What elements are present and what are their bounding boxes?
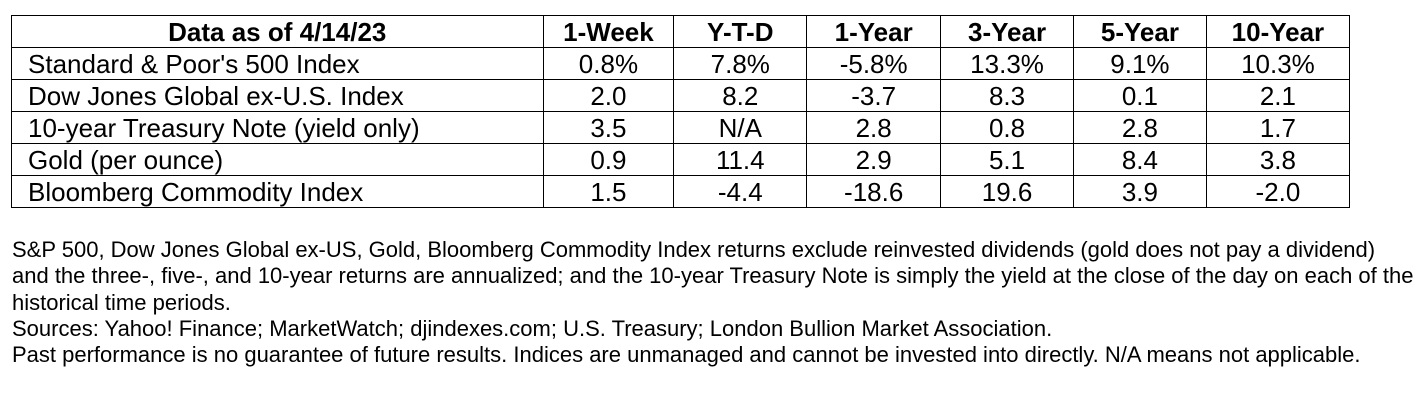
cell-5-year: 3.9 [1072, 175, 1207, 208]
header-1-week: 1-Week [542, 15, 675, 48]
cell-ytd: 8.2 [673, 79, 808, 112]
header-3-year: 3-Year [940, 15, 1074, 48]
cell-5-year: 0.1 [1072, 79, 1207, 112]
cell-3-year: 13.3% [940, 47, 1074, 80]
cell-10-year: 1.7 [1205, 111, 1351, 144]
cell-1-week: 1.5 [542, 175, 675, 208]
cell-3-year: 5.1 [940, 143, 1074, 176]
table-row: Standard & Poor's 500 Index 0.8% 7.8% -5… [11, 47, 1351, 80]
cell-10-year: -2.0 [1205, 175, 1351, 208]
cell-ytd: 11.4 [673, 143, 808, 176]
cell-3-year: 19.6 [940, 175, 1074, 208]
cell-10-year: 3.8 [1205, 143, 1351, 176]
methodology-note: S&P 500, Dow Jones Global ex-US, Gold, B… [12, 237, 1414, 315]
cell-3-year: 8.3 [940, 79, 1074, 112]
table-row: Bloomberg Commodity Index 1.5 -4.4 -18.6… [11, 175, 1351, 208]
table-row: Dow Jones Global ex-U.S. Index 2.0 8.2 -… [11, 79, 1351, 112]
cell-1-week: 0.9 [542, 143, 675, 176]
row-label: Standard & Poor's 500 Index [11, 47, 544, 80]
table-header-row: Data as of 4/14/23 1-Week Y-T-D 1-Year 3… [11, 15, 1351, 48]
row-label: Gold (per ounce) [11, 143, 544, 176]
cell-5-year: 9.1% [1072, 47, 1207, 80]
cell-ytd: -4.4 [673, 175, 808, 208]
cell-1-week: 0.8% [542, 47, 675, 80]
disclaimer-note: Past performance is no guarantee of futu… [12, 342, 1361, 368]
table-row: Gold (per ounce) 0.9 11.4 2.9 5.1 8.4 3.… [11, 143, 1351, 176]
sources-note: Sources: Yahoo! Finance; MarketWatch; dj… [12, 315, 1053, 341]
cell-1-year: -3.7 [806, 79, 942, 112]
header-date: Data as of 4/14/23 [11, 15, 544, 48]
cell-10-year: 10.3% [1205, 47, 1351, 80]
cell-1-year: 2.9 [806, 143, 942, 176]
row-label: Dow Jones Global ex-U.S. Index [11, 79, 544, 112]
cell-1-week: 3.5 [542, 111, 675, 144]
cell-10-year: 2.1 [1205, 79, 1351, 112]
footnotes: S&P 500, Dow Jones Global ex-US, Gold, B… [12, 237, 1416, 368]
table-row: 10-year Treasury Note (yield only) 3.5 N… [11, 111, 1351, 144]
cell-ytd: 7.8% [673, 47, 808, 80]
cell-1-year: 2.8 [806, 111, 942, 144]
header-1-year: 1-Year [806, 15, 942, 48]
cell-5-year: 2.8 [1072, 111, 1207, 144]
row-label: Bloomberg Commodity Index [11, 175, 544, 208]
cell-1-year: -5.8% [806, 47, 942, 80]
performance-table: Data as of 4/14/23 1-Week Y-T-D 1-Year 3… [11, 15, 1351, 208]
cell-1-year: -18.6 [806, 175, 942, 208]
cell-ytd: N/A [673, 111, 808, 144]
cell-1-week: 2.0 [542, 79, 675, 112]
header-5-year: 5-Year [1072, 15, 1207, 48]
row-label: 10-year Treasury Note (yield only) [11, 111, 544, 144]
cell-3-year: 0.8 [940, 111, 1074, 144]
cell-5-year: 8.4 [1072, 143, 1207, 176]
header-ytd: Y-T-D [673, 15, 808, 48]
header-10-year: 10-Year [1205, 15, 1351, 48]
